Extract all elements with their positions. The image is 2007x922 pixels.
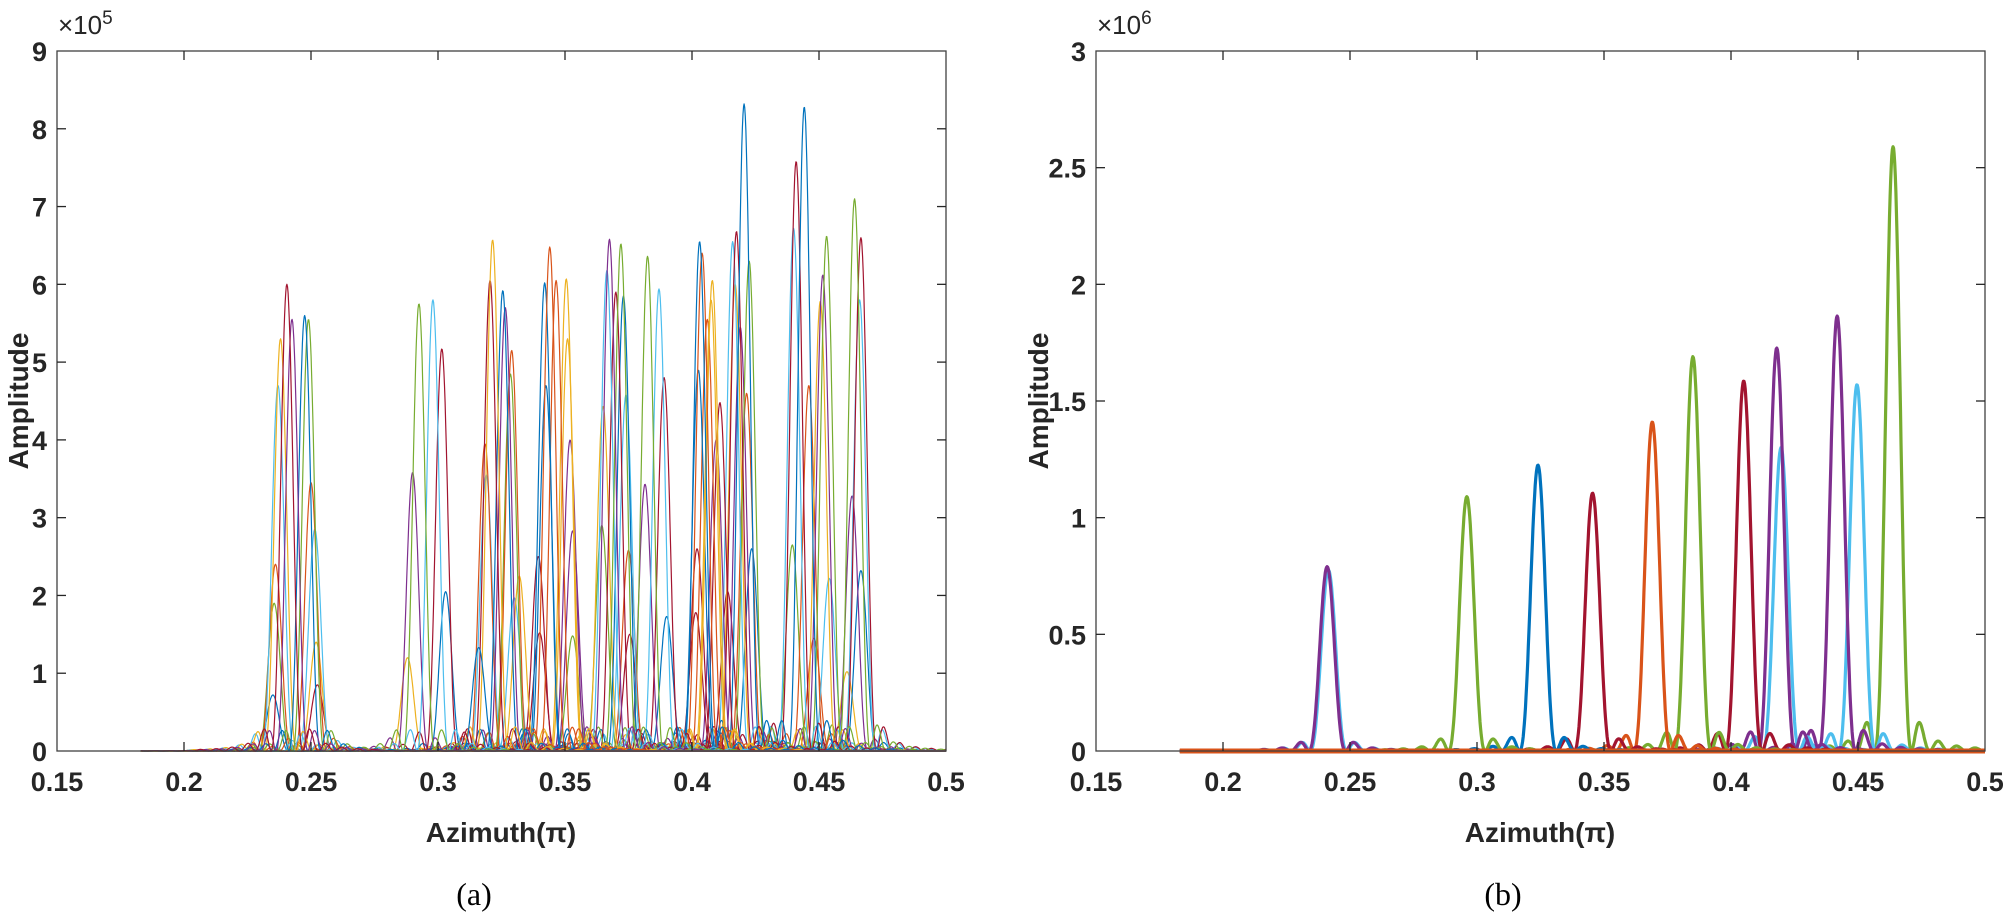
plot-area-b bbox=[1177, 145, 1987, 754]
y-tick-label: 1 bbox=[1071, 504, 1086, 534]
series-line bbox=[140, 270, 946, 752]
caption-a: (a) bbox=[456, 876, 492, 912]
panel-a: 0.15 0.2 0.25 0.3 0.35 0.4 0.45 0.5 0123456789 … bbox=[3, 8, 965, 912]
panel-b: 0.15 0.2 0.25 0.3 0.35 0.4 0.45 0.5 0 0.5 1 1.5 2 2.… bbox=[1023, 8, 2004, 912]
series-line bbox=[140, 279, 946, 752]
y-ticks-b: 0 0.5 1 1.5 2 2.5 3 bbox=[1048, 37, 1985, 767]
series-line bbox=[140, 280, 946, 752]
x-tick-label: 0.3 bbox=[419, 767, 457, 797]
x-tick-label: 0.35 bbox=[539, 767, 592, 797]
y-ticks-a: 0 1 2 3 4 5 6 7 8 9 bbox=[32, 37, 946, 767]
series-line bbox=[140, 288, 946, 752]
x-tick-label: 0.4 bbox=[1712, 767, 1750, 797]
x-tick-label: 0.5 bbox=[1966, 767, 2004, 797]
series-line bbox=[140, 278, 946, 752]
x-ticks-b: 0.15 0.2 0.25 0.3 0.35 0.4 0.45 0.5 bbox=[1070, 51, 2004, 797]
series-line bbox=[140, 338, 946, 752]
axes-box-b bbox=[1095, 50, 1986, 752]
x-ticks-a: 0.15 0.2 0.25 0.3 0.35 0.4 0.45 0.5 bbox=[31, 51, 965, 797]
y-axis-label-a: Amplitude bbox=[3, 333, 34, 470]
y-exponent-b: ×106 bbox=[1097, 8, 1152, 40]
series-line bbox=[140, 318, 946, 752]
series-line bbox=[140, 318, 946, 752]
plot-area-a bbox=[140, 103, 947, 752]
series-line bbox=[140, 314, 946, 752]
x-tick-label: 0.4 bbox=[673, 767, 711, 797]
y-tick-label: 0.5 bbox=[1048, 620, 1086, 650]
series-line bbox=[140, 295, 946, 752]
y-tick-label: 0 bbox=[32, 737, 47, 767]
y-tick-label: 3 bbox=[32, 504, 47, 534]
series-line bbox=[140, 299, 946, 752]
y-tick-label: 6 bbox=[32, 270, 47, 300]
x-tick-label: 0.15 bbox=[31, 767, 84, 797]
x-tick-label: 0.5 bbox=[927, 767, 965, 797]
y-axis-label-b: Amplitude bbox=[1023, 333, 1054, 470]
x-tick-label: 0.25 bbox=[285, 767, 338, 797]
x-tick-label: 0.2 bbox=[1204, 767, 1242, 797]
x-tick-label: 0.15 bbox=[1070, 767, 1123, 797]
series-line bbox=[140, 307, 946, 752]
x-axis-label-b: Azimuth(π) bbox=[1465, 817, 1616, 848]
y-tick-label: 1.5 bbox=[1048, 387, 1086, 417]
series-line bbox=[140, 338, 946, 752]
y-tick-label: 2 bbox=[32, 581, 47, 611]
y-tick-label: 9 bbox=[32, 37, 47, 67]
y-tick-label: 5 bbox=[32, 348, 47, 378]
x-tick-label: 0.45 bbox=[1832, 767, 1885, 797]
x-tick-label: 0.25 bbox=[1324, 767, 1377, 797]
series-line bbox=[140, 299, 946, 752]
y-tick-label: 2 bbox=[1071, 270, 1086, 300]
x-tick-label: 0.45 bbox=[793, 767, 846, 797]
series-line bbox=[140, 282, 946, 752]
series-line bbox=[140, 326, 946, 752]
axes-box-a bbox=[56, 50, 947, 752]
series-line bbox=[140, 255, 946, 752]
series-line bbox=[140, 280, 946, 752]
y-exponent-a: ×105 bbox=[58, 8, 113, 40]
y-tick-label: 8 bbox=[32, 115, 47, 145]
y-tick-label: 0 bbox=[1071, 737, 1086, 767]
series-line bbox=[140, 274, 946, 752]
series-line bbox=[140, 284, 946, 752]
y-tick-label: 7 bbox=[32, 193, 47, 223]
caption-b: (b) bbox=[1484, 876, 1521, 912]
series-line bbox=[140, 290, 946, 752]
x-tick-label: 0.2 bbox=[165, 767, 203, 797]
series-line bbox=[140, 299, 946, 752]
series-line bbox=[140, 283, 946, 752]
series-line bbox=[140, 291, 946, 752]
y-tick-label: 1 bbox=[32, 659, 47, 689]
series-line bbox=[140, 301, 946, 752]
y-tick-label: 4 bbox=[32, 426, 47, 456]
x-tick-label: 0.35 bbox=[1578, 767, 1631, 797]
series-line bbox=[140, 319, 946, 752]
series-line bbox=[140, 303, 946, 752]
y-tick-label: 2.5 bbox=[1048, 154, 1086, 184]
y-tick-label: 3 bbox=[1071, 37, 1086, 67]
x-axis-label-a: Azimuth(π) bbox=[426, 817, 577, 848]
x-tick-label: 0.3 bbox=[1458, 767, 1496, 797]
series-line bbox=[140, 260, 946, 752]
